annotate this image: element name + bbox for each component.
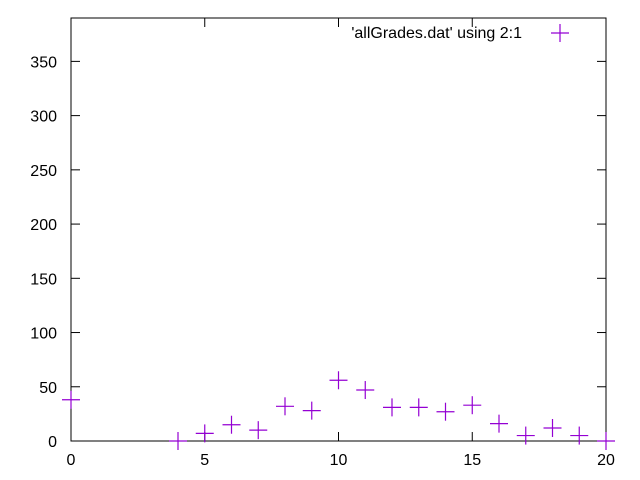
x-tick-label: 20 [597,452,615,469]
data-point [436,402,455,421]
y-tick-label: 150 [30,271,57,288]
x-tick-label: 5 [200,452,209,469]
data-point [597,432,615,450]
data-points [62,371,615,450]
data-point [570,426,589,445]
data-point [383,398,401,417]
data-point [356,381,375,400]
y-tick-label: 250 [30,163,57,180]
data-point [169,432,187,450]
data-point [195,424,214,443]
y-tick-label: 100 [30,326,57,343]
x-tick-label: 10 [330,452,348,469]
data-point [543,418,562,437]
data-point [329,371,348,390]
legend-label: 'allGrades.dat' using 2:1 [351,25,522,42]
y-tick-label: 200 [30,217,57,234]
data-point [276,397,294,416]
data-point [516,426,535,445]
legend: 'allGrades.dat' using 2:1 [351,24,569,42]
x-tick-label: 0 [67,452,76,469]
y-axis: 0 50 100 150 200 250 300 350 [30,54,606,451]
data-point [490,414,508,433]
legend-marker [551,24,569,42]
y-tick-label: 0 [48,434,57,451]
data-point [463,396,482,415]
data-point [62,390,80,409]
y-tick-label: 50 [39,380,57,397]
data-point [409,398,428,417]
y-tick-label: 300 [30,109,57,126]
y-tick-label: 350 [30,54,57,71]
x-tick-label: 15 [463,452,481,469]
x-axis: 0 5 10 15 20 [67,18,615,469]
data-point [222,415,241,434]
data-point [302,401,321,420]
data-point [249,421,268,440]
